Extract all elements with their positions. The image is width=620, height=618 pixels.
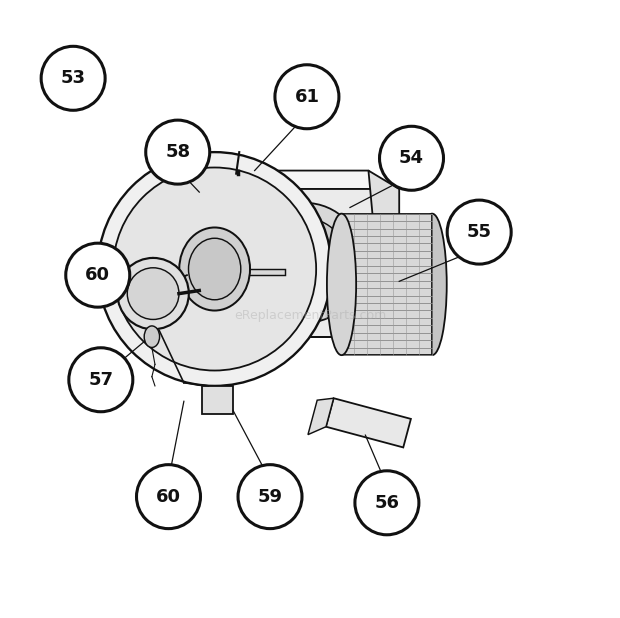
Circle shape — [379, 126, 443, 190]
Circle shape — [113, 167, 316, 371]
Text: 58: 58 — [165, 143, 190, 161]
Text: 55: 55 — [467, 223, 492, 241]
Text: 56: 56 — [374, 494, 399, 512]
Text: 57: 57 — [88, 371, 113, 389]
Circle shape — [136, 465, 200, 528]
Text: 53: 53 — [61, 69, 86, 87]
Ellipse shape — [327, 214, 356, 355]
Circle shape — [146, 120, 210, 184]
Ellipse shape — [247, 203, 363, 323]
Text: 59: 59 — [257, 488, 283, 506]
Ellipse shape — [179, 227, 250, 310]
Ellipse shape — [188, 239, 241, 300]
Polygon shape — [227, 189, 384, 337]
Polygon shape — [202, 386, 233, 413]
Circle shape — [41, 46, 105, 110]
Polygon shape — [326, 398, 411, 447]
Circle shape — [447, 200, 511, 264]
Polygon shape — [211, 171, 384, 189]
Circle shape — [117, 258, 189, 329]
Circle shape — [66, 243, 130, 307]
Polygon shape — [368, 171, 399, 337]
Ellipse shape — [417, 214, 447, 355]
Ellipse shape — [262, 218, 348, 308]
Circle shape — [69, 348, 133, 412]
Polygon shape — [342, 214, 432, 355]
Circle shape — [98, 152, 332, 386]
Text: 61: 61 — [294, 88, 319, 106]
Text: 54: 54 — [399, 150, 424, 167]
Ellipse shape — [144, 326, 159, 347]
Text: 60: 60 — [85, 266, 110, 284]
Text: 60: 60 — [156, 488, 181, 506]
Circle shape — [238, 465, 302, 528]
Polygon shape — [246, 269, 285, 275]
Circle shape — [275, 65, 339, 129]
Polygon shape — [308, 398, 334, 434]
Circle shape — [355, 471, 419, 535]
Text: eReplacementParts.com: eReplacementParts.com — [234, 308, 386, 321]
Circle shape — [127, 268, 179, 320]
